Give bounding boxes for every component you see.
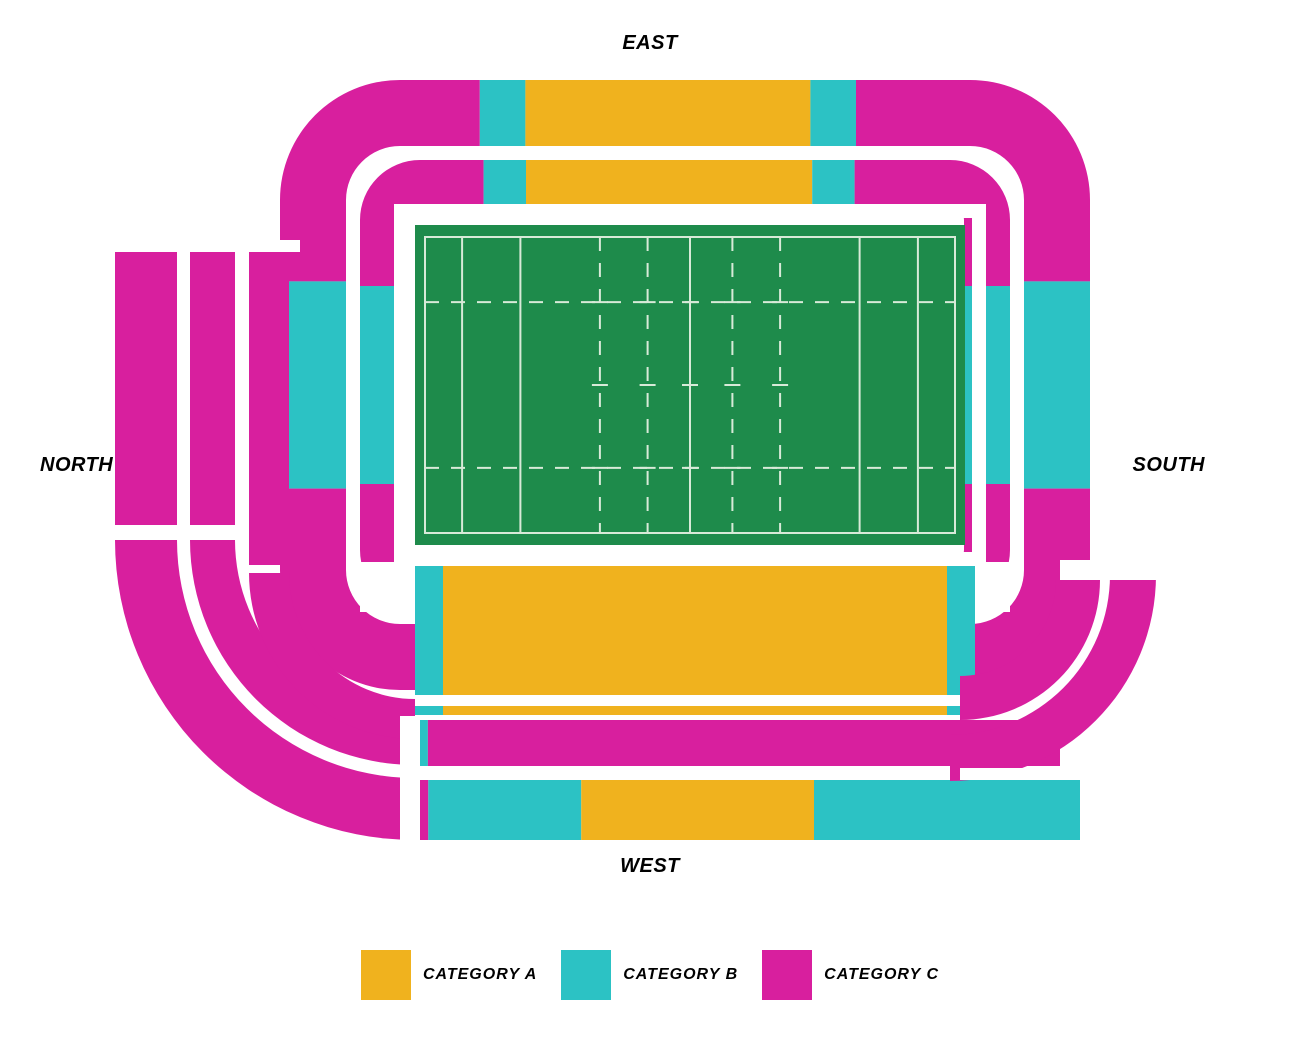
legend-item-a: CATEGORY A — [361, 950, 537, 1000]
label-east: EAST — [622, 32, 677, 55]
swatch-a — [361, 950, 411, 1000]
stadium-map — [20, 20, 1280, 920]
legend-item-c: CATEGORY C — [762, 950, 939, 1000]
legend-item-b: CATEGORY B — [561, 950, 738, 1000]
label-south: SOUTH — [1133, 454, 1206, 477]
label-north: NORTH — [40, 454, 113, 477]
legend-label-b: CATEGORY B — [623, 966, 738, 984]
label-west: WEST — [620, 855, 680, 878]
swatch-b — [561, 950, 611, 1000]
legend-label-c: CATEGORY C — [824, 966, 939, 984]
swatch-c — [762, 950, 812, 1000]
legend-label-a: CATEGORY A — [423, 966, 537, 984]
legend: CATEGORY A CATEGORY B CATEGORY C — [20, 950, 1280, 1000]
